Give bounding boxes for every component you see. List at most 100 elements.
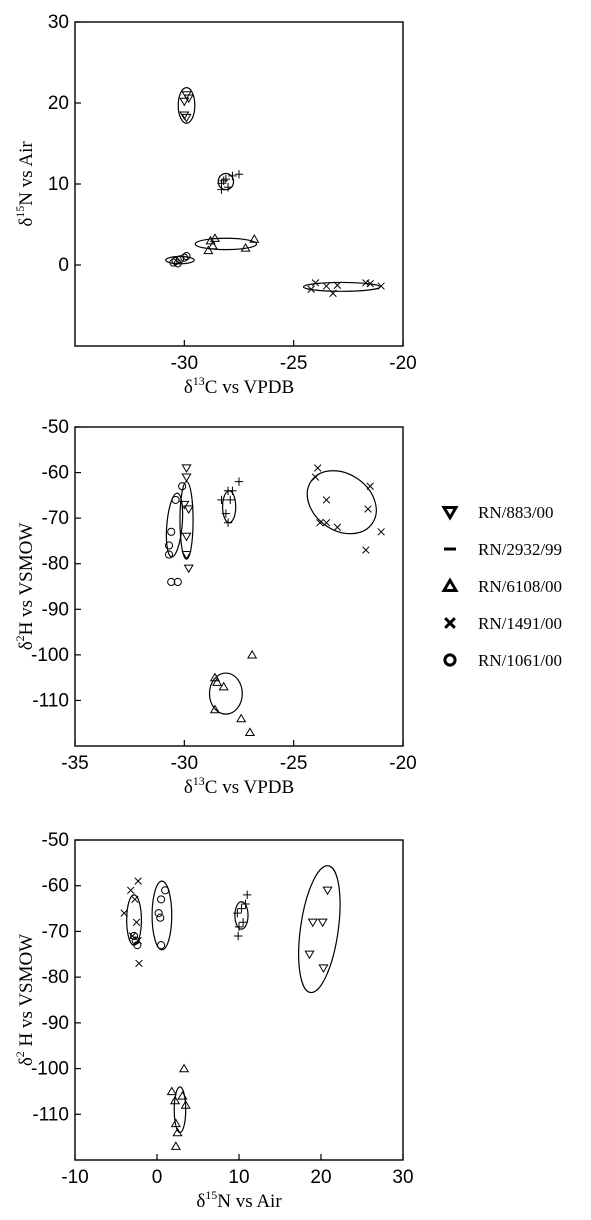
data-point: [135, 959, 143, 968]
data-point: [182, 252, 191, 261]
legend-item: RN/6108/00: [441, 577, 562, 596]
y-tick-label: -80: [42, 554, 69, 575]
data-point: [171, 256, 180, 266]
data-point: [366, 279, 374, 288]
x-tick-label: 10: [228, 1167, 249, 1188]
data-point: [203, 245, 214, 255]
legend-label: RN/1061/00: [478, 651, 562, 670]
y-tick-label: 30: [48, 12, 69, 33]
data-point: [173, 577, 182, 587]
data-point: [134, 877, 142, 885]
data-point: [157, 941, 166, 950]
data-point: [170, 1118, 181, 1128]
confidence-ellipse: [298, 865, 341, 994]
confidence-ellipse: [194, 237, 258, 251]
confidence-ellipse: [306, 470, 377, 535]
data-point: [322, 886, 333, 896]
data-point: [156, 913, 165, 922]
y-tick-label: -70: [42, 508, 69, 529]
data-point: [131, 895, 139, 904]
x-axis-label: δ13C vs VPDB: [184, 374, 294, 398]
data-point: [209, 704, 221, 714]
y-axis-label: δ2H vs VSMOW: [13, 523, 37, 651]
data-point: [362, 546, 370, 554]
y-tick-label: -60: [42, 463, 69, 484]
data-point: [317, 918, 328, 928]
data-point: [237, 904, 246, 913]
data-point: [183, 564, 194, 574]
data-point: [241, 899, 250, 909]
data-point: [364, 505, 372, 513]
plot-frame: [74, 426, 404, 747]
y-tick-label: -80: [42, 967, 69, 988]
data-point: [366, 482, 374, 490]
data-point: [183, 505, 194, 515]
x-tick-label: -25: [280, 353, 307, 374]
plot-d2h-vs-d13c: -35 -30 -25 -20 -50 -60 -70 -80 -90 -100 -110 δ13C …: [13, 417, 417, 798]
data-point: [234, 170, 244, 179]
y-axis-label: δ15N vs Air: [13, 141, 37, 227]
y-tick-label: -90: [42, 1013, 69, 1034]
data-point: [217, 185, 226, 194]
y-tick-label: 0: [58, 255, 69, 276]
x-tick-label: 0: [152, 1167, 163, 1188]
x-tick-label: 30: [392, 1167, 413, 1188]
confidence-ellipse: [151, 880, 173, 951]
data-point: [164, 550, 174, 559]
legend-item: RN/2932/99: [444, 540, 562, 559]
x-tick-label: -25: [280, 753, 307, 774]
data-point: [178, 1063, 190, 1073]
data-point: [173, 259, 182, 268]
data-point: [311, 279, 320, 287]
data-point: [181, 464, 192, 473]
data-point: [167, 577, 176, 587]
data-point: [236, 713, 247, 723]
legend-marker: [441, 577, 459, 592]
data-point: [179, 97, 190, 107]
data-point: [181, 550, 192, 560]
data-point: [183, 94, 194, 104]
x-axis-label: δ13C vs VPDB: [184, 774, 294, 798]
data-point: [175, 255, 185, 264]
data-point: [179, 500, 190, 510]
data-point: [322, 518, 331, 527]
y-axis-label: δ2 H vs VSMOW: [13, 934, 37, 1066]
data-point: [238, 918, 248, 927]
y-tick-label: -90: [42, 599, 69, 620]
y-tick-label: -50: [42, 417, 69, 438]
data-point: [218, 681, 229, 691]
data-point: [233, 908, 242, 918]
legend-label: RN/883/00: [478, 503, 554, 522]
data-point: [167, 527, 176, 536]
confidence-ellipse: [222, 490, 237, 524]
confidence-ellipse: [165, 255, 195, 265]
plot-frame: [74, 839, 404, 1161]
data-point: [247, 649, 258, 659]
y-tick-label: -110: [32, 1104, 69, 1125]
data-point: [223, 183, 233, 192]
data-point: [133, 941, 142, 950]
y-tick-label: 10: [48, 174, 69, 195]
y-tick-label: -100: [31, 645, 69, 666]
data-point: [179, 111, 190, 121]
legend-label: RN/2932/99: [478, 540, 562, 559]
x-tick-label: -30: [171, 353, 198, 374]
data-point: [181, 113, 192, 123]
plot-d15n-vs-d13c: -30 -25 -20 0 10 20 30 δ13C vs VPDB δ15N vs Air: [13, 12, 417, 398]
data-point: [171, 495, 180, 504]
data-point: [226, 495, 235, 505]
data-point: [223, 518, 233, 527]
data-point: [333, 523, 342, 531]
y-tick-label: -110: [32, 690, 69, 711]
data-point: [221, 174, 231, 184]
data-point: [307, 918, 318, 928]
data-point: [244, 727, 256, 736]
x-tick-label: -20: [389, 353, 416, 374]
data-point: [316, 518, 324, 527]
data-point: [243, 890, 252, 900]
data-point: [329, 289, 337, 298]
x-axis-label: δ15N vs Air: [196, 1188, 282, 1212]
data-point: [377, 282, 385, 290]
data-point: [240, 243, 251, 252]
